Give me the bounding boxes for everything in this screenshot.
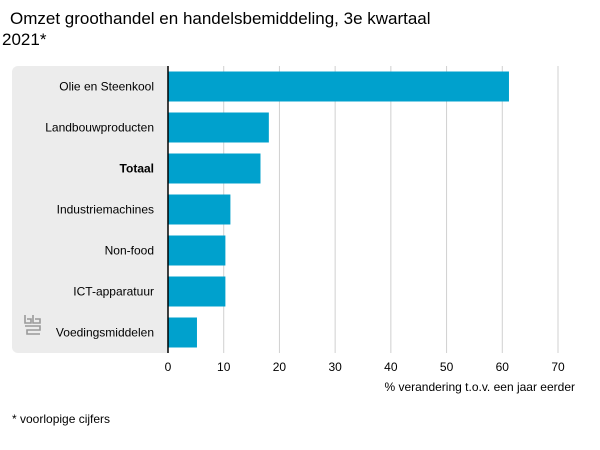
chart-title-line-2: 2021* [2,30,47,49]
bar [168,153,261,184]
bar [168,71,509,102]
category-label: Voedingsmiddelen [56,326,154,340]
category-label: Landbouwproducten [45,121,154,135]
x-tick-label: 0 [165,360,172,374]
bar [168,112,269,143]
category-label: Totaal [120,162,154,176]
bar [168,194,231,225]
x-tick-label: 60 [496,360,510,374]
chart-title-line-1: Omzet groothandel en handelsbemiddeling,… [10,9,431,28]
footnote: * voorlopige cijfers [12,412,111,426]
x-tick-label: 30 [328,360,342,374]
category-label: Industriemachines [57,203,154,217]
category-label-panel [12,66,168,353]
x-tick-label: 10 [217,360,231,374]
cbs-logo-icon [24,315,41,335]
bar [168,235,226,266]
x-tick-label: 20 [273,360,287,374]
bar [168,276,226,307]
category-label: Non-food [105,244,154,258]
x-tick-label: 70 [551,360,565,374]
x-tick-label: 40 [384,360,398,374]
chart-title: Omzet groothandel en handelsbemiddeling,… [2,8,562,50]
x-tick-label: 50 [440,360,454,374]
bar [168,317,197,348]
x-axis-label: % verandering t.o.v. een jaar eerder [384,380,575,394]
category-label: ICT-apparatuur [73,285,154,299]
category-label: Olie en Steenkool [59,80,154,94]
